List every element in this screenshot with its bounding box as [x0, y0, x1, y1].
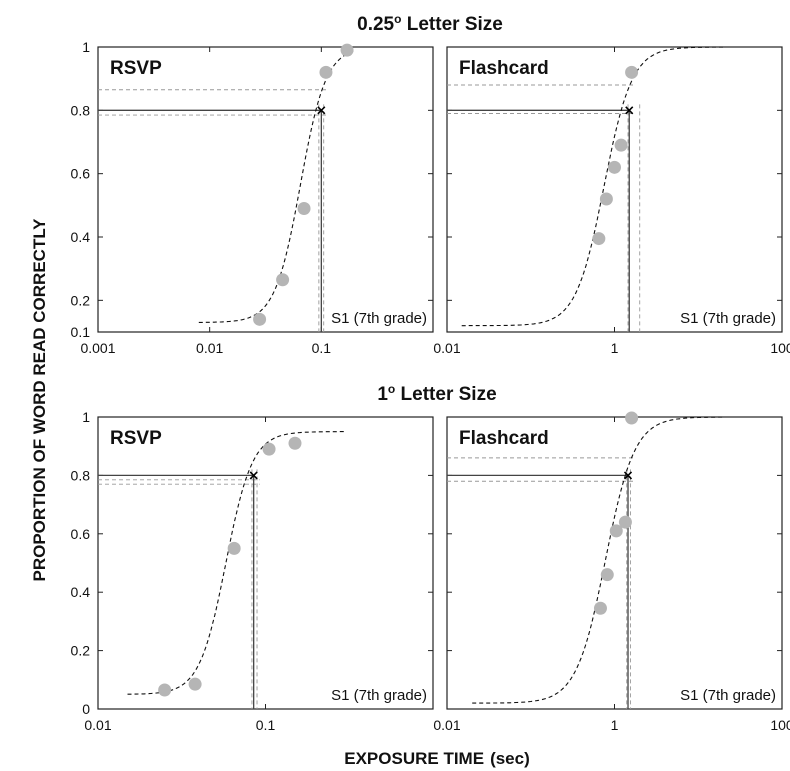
- data-point: [288, 436, 302, 450]
- subject-label: S1 (7th grade): [680, 310, 776, 327]
- data-point: [592, 232, 606, 246]
- data-point: [262, 442, 276, 456]
- degree-mark-bottom: o: [388, 382, 395, 396]
- x-tick-label: 100: [770, 340, 790, 356]
- subject-label: S1 (7th grade): [331, 687, 427, 704]
- data-point: [625, 411, 639, 425]
- x-tick-label: 0.01: [196, 340, 223, 356]
- x-tick-label: 1: [611, 717, 619, 733]
- panel-frame: [97, 46, 434, 333]
- y-tick-label: 0.6: [71, 166, 91, 182]
- subject-label: S1 (7th grade): [680, 687, 776, 704]
- chart-panels: 0.1 0.2 0.4 0.6 0.8 1 0.001 0.01 0.1 RSVP S1 (7th …: [71, 39, 790, 733]
- y-tick-label: 0.2: [71, 292, 91, 308]
- x-tick-label: 100: [770, 717, 790, 733]
- x-axis-label-text: EXPOSURE TIME: [344, 749, 484, 768]
- threshold-marker: [249, 471, 258, 480]
- row-title-bottom: 1o Letter Size: [377, 382, 496, 405]
- panel-0: 0.1 0.2 0.4 0.6 0.8 1 0.001 0.01 0.1 RSVP S1 (7th …: [71, 39, 434, 356]
- x-tick-label: 0.01: [84, 717, 111, 733]
- panel-title: Flashcard: [459, 428, 549, 449]
- y-tick-label: 0: [82, 701, 90, 717]
- data-point: [614, 138, 628, 152]
- y-tick-label: 1: [82, 409, 90, 425]
- fit-curve: [127, 431, 346, 695]
- panel-frame: [97, 416, 434, 710]
- data-point: [625, 65, 639, 79]
- threshold-marker: [623, 471, 633, 480]
- panel-title: RSVP: [110, 428, 162, 449]
- row-title-top-size: 0.25: [357, 14, 394, 35]
- y-tick-label: 0.2: [71, 643, 91, 659]
- y-tick-label: 1: [82, 39, 90, 55]
- data-point: [319, 65, 333, 79]
- data-point: [608, 160, 621, 174]
- data-point: [593, 601, 607, 615]
- panel-title: RSVP: [110, 58, 162, 79]
- x-tick-label: 0.01: [433, 717, 460, 733]
- y-tick-label: 0.1: [71, 324, 91, 340]
- x-tick-label: 0.1: [312, 340, 332, 356]
- x-tick-label: 0.1: [256, 717, 276, 733]
- y-axis-label: PROPORTION OF WORD READ CORRECTLY: [30, 218, 49, 582]
- x-tick-label: 0.01: [433, 340, 460, 356]
- data-point: [158, 683, 172, 697]
- data-point: [340, 43, 354, 57]
- y-tick-label: 0.8: [71, 467, 91, 483]
- row-title-top: 0.25o Letter Size: [357, 12, 503, 35]
- data-point: [253, 312, 267, 326]
- data-point: [599, 192, 613, 206]
- panel-1: 0.01 1 100 Flashcard S1 (7th grade): [433, 46, 790, 356]
- panel-frame: [446, 416, 783, 710]
- x-axis-label-unit: (sec): [490, 749, 530, 768]
- data-point: [276, 273, 290, 287]
- panel-2: 0 0.2 0.4 0.6 0.8 1 0.01 0.1 RSVP S1 (7th grade): [71, 409, 434, 733]
- degree-mark-top: o: [394, 12, 401, 26]
- data-point: [227, 541, 241, 555]
- y-tick-label: 0.4: [71, 229, 91, 245]
- row-title-bottom-size: 1: [377, 384, 388, 405]
- panel-title: Flashcard: [459, 58, 549, 79]
- data-point: [609, 524, 623, 538]
- y-tick-label: 0.6: [71, 526, 91, 542]
- x-tick-label: 0.001: [80, 340, 115, 356]
- x-axis-label: EXPOSURE TIME (sec): [344, 749, 530, 768]
- x-tick-label: 1: [611, 340, 619, 356]
- fit-curve: [461, 46, 724, 327]
- threshold-marker: [625, 106, 634, 115]
- row-title-top-suffix: Letter Size: [401, 14, 502, 35]
- subject-label: S1 (7th grade): [331, 310, 427, 327]
- fit-curve: [472, 416, 724, 704]
- data-point: [600, 568, 614, 582]
- panel-frame: [446, 46, 783, 333]
- data-point: [297, 202, 311, 215]
- threshold-marker: [317, 106, 326, 115]
- y-tick-label: 0.8: [71, 102, 91, 118]
- row-title-bottom-suffix: Letter Size: [395, 384, 496, 405]
- y-tick-label: 0.4: [71, 584, 91, 600]
- panel-3: 0.01 1 100 Flashcard S1 (7th grade): [433, 411, 790, 733]
- data-point: [618, 515, 632, 529]
- data-point: [188, 677, 202, 691]
